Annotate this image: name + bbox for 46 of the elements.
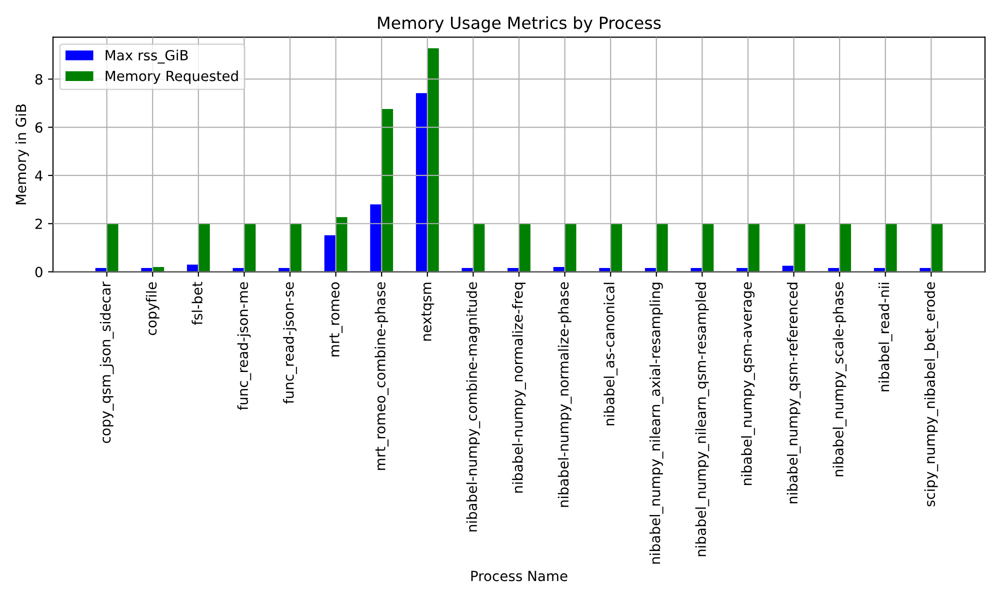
- x-tick-label: nibabel_numpy_qsm-average: [741, 282, 755, 485]
- x-tick-label: nibabel-numpy_combine-magnitude: [466, 282, 480, 532]
- x-tick-label: nibabel-numpy_normalize-phase: [558, 282, 572, 507]
- bar: [840, 224, 852, 272]
- y-tick-label: 4: [35, 170, 42, 181]
- bar: [198, 224, 210, 272]
- bar: [324, 235, 336, 272]
- x-tick-label: nibabel_numpy_qsm-referenced: [786, 282, 801, 504]
- x-tick-label: func_read-json-se: [283, 282, 297, 404]
- bar: [290, 224, 302, 272]
- bar: [885, 224, 897, 272]
- x-tick-label: nibabel_numpy_nilearn_qsm-resampled: [695, 282, 710, 556]
- x-tick-label: nibabel_numpy_nilearn_axial-resampling: [649, 282, 664, 564]
- bar: [610, 224, 622, 272]
- x-axis-title: Process Name: [471, 570, 568, 582]
- y-tick-label: 6: [35, 122, 42, 133]
- x-tick-label: nibabel_read-nii: [878, 282, 892, 392]
- x-tick-label: nibabel-numpy_normalize-freq: [512, 282, 526, 493]
- legend-label: Max rss_GiB: [106, 50, 188, 64]
- bar: [106, 224, 118, 272]
- legend-label: Memory Requested: [106, 70, 238, 84]
- chart-title: Memory Usage Metrics by Process: [378, 16, 661, 32]
- y-axis-title: Memory in GiB: [15, 104, 29, 204]
- bar: [656, 224, 668, 272]
- bar: [702, 224, 714, 272]
- x-tick-label: nibabel_as-canonical: [604, 282, 618, 426]
- bar: [336, 217, 348, 272]
- bar: [427, 48, 439, 272]
- bar: [519, 224, 530, 272]
- bar: [748, 224, 760, 272]
- y-tick-label: 0: [35, 266, 42, 278]
- bar: [416, 93, 428, 272]
- bar: [931, 224, 943, 272]
- x-tick-label: nextqsm: [421, 282, 434, 341]
- x-tick-label: mrt_romeo: [330, 282, 343, 356]
- x-tick-label: fsl-bet: [192, 282, 202, 326]
- bar: [370, 204, 382, 272]
- x-tick-label: copy_qsm_json_sidecar: [100, 282, 114, 444]
- y-tick-label: 8: [35, 74, 42, 85]
- x-tick-label: func_read-json-me: [237, 282, 252, 410]
- x-tick-label: nibabel_numpy_scale-phase: [832, 282, 847, 476]
- x-tick-label: copyfile: [146, 282, 160, 336]
- bar: [382, 108, 394, 272]
- y-tick-label: 2: [35, 218, 42, 229]
- x-tick-label: scipy_numpy_nibabel_bet_erode: [924, 282, 938, 506]
- x-tick-label: mrt_romeo_combine-phase: [374, 282, 389, 470]
